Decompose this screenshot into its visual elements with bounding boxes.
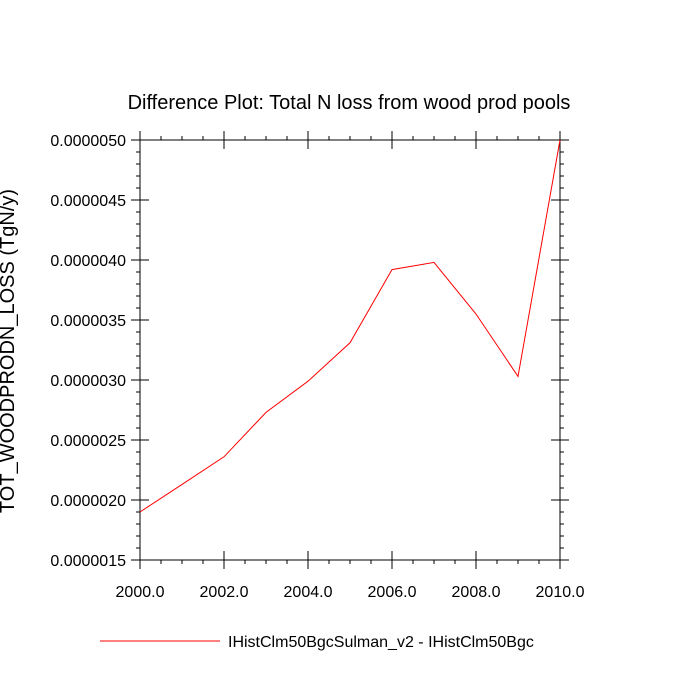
y-tick-label: 0.0000045 — [50, 193, 126, 210]
y-tick-label: 0.0000020 — [50, 493, 126, 510]
series-line — [139, 139, 561, 513]
chart-title: Difference Plot: Total N loss from wood … — [128, 92, 571, 114]
plot-frame — [139, 139, 561, 561]
y-tick-label: 0.0000015 — [50, 553, 126, 570]
y-axis-label: TOT_WOODPRODN_LOSS (TgN/y) — [0, 189, 19, 513]
x-tick-label: 2004.0 — [284, 584, 333, 601]
x-tick-label: 2000.0 — [116, 584, 165, 601]
x-tick-label: 2010.0 — [536, 584, 585, 601]
axes: 2000.0 2002.0 2004.0 2006.0 2008.0 2010.0 0.00… — [50, 131, 585, 601]
y-tick-label: 0.0000040 — [50, 253, 126, 270]
y-tick-label: 0.0000050 — [50, 133, 126, 150]
x-tick-label: 2006.0 — [368, 584, 417, 601]
legend-entry-label: IHistClm50BgcSulman_v2 - IHistClm50Bgc — [228, 634, 534, 651]
legend: IHistClm50BgcSulman_v2 - IHistClm50Bgc — [100, 634, 534, 651]
y-tick-label: 0.0000035 — [50, 313, 126, 330]
y-tick-label: 0.0000030 — [50, 373, 126, 390]
x-tick-label: 2008.0 — [452, 584, 501, 601]
x-tick-label: 2002.0 — [200, 584, 249, 601]
y-tick-label: 0.0000025 — [50, 433, 126, 450]
plot-area — [139, 139, 561, 513]
